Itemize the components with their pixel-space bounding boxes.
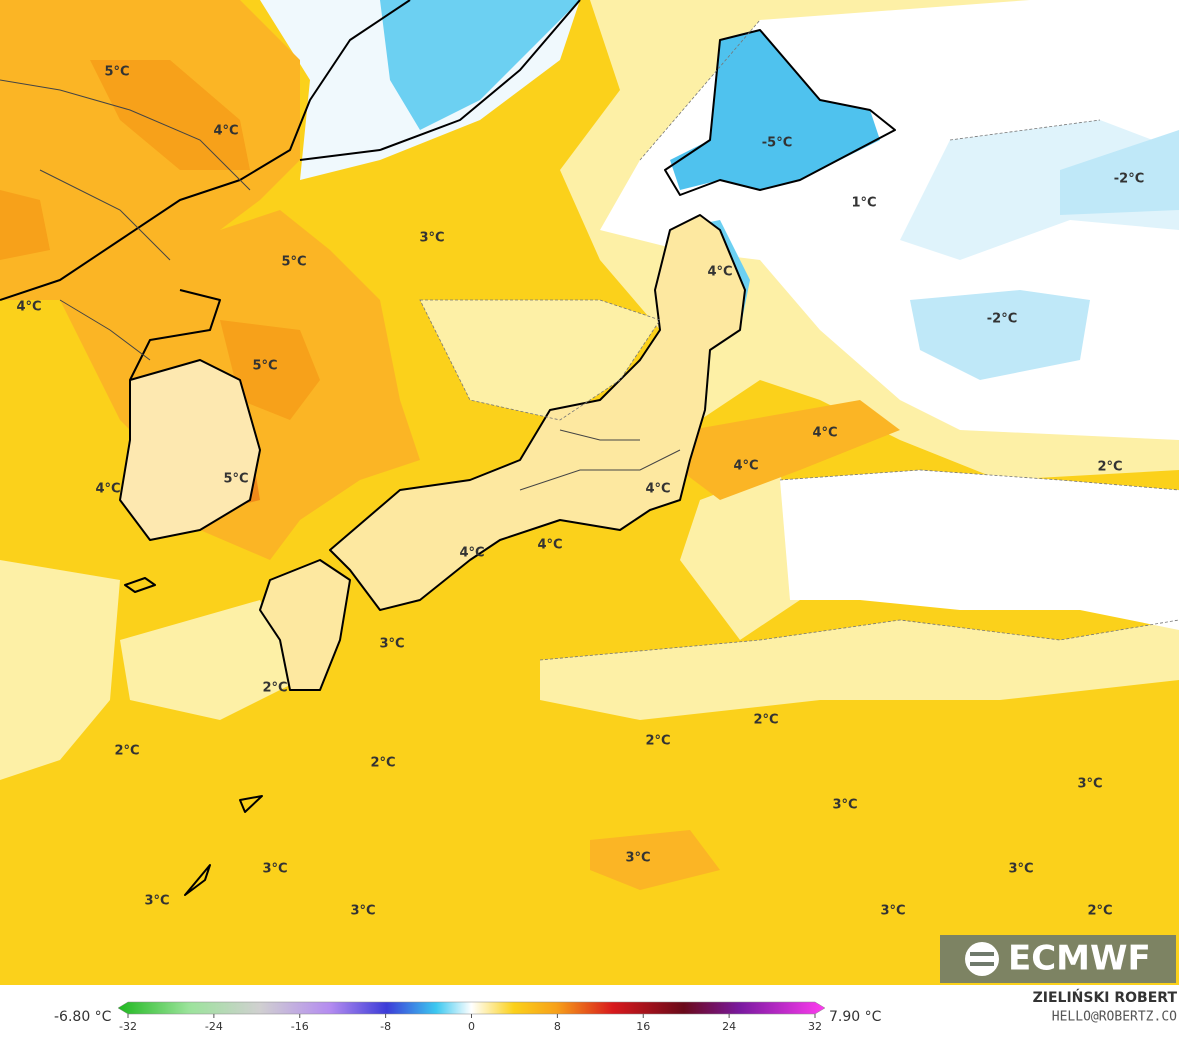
contour-label: 4°C	[16, 300, 41, 315]
honshu	[330, 215, 745, 610]
colorbar-tick-label: 32	[808, 1020, 822, 1033]
contour-label: 2°C	[114, 744, 139, 759]
contour-label: 5°C	[223, 472, 248, 487]
light-yellow	[0, 560, 120, 780]
colorbar-tick-label: -32	[119, 1020, 137, 1033]
isoline	[419, 19, 1179, 661]
contour-label: 5°C	[104, 65, 129, 80]
contour-label: 3°C	[880, 904, 905, 919]
warm-orange	[0, 0, 420, 560]
logo-text: ECMWF	[1008, 939, 1151, 979]
contour-label: 4°C	[95, 482, 120, 497]
contour-label: 3°C	[625, 851, 650, 866]
contour-label: 3°C	[1008, 862, 1033, 877]
coastline	[299, 0, 581, 161]
contour-label: -5°C	[762, 136, 792, 151]
contour-label: 2°C	[1097, 460, 1122, 475]
coastline	[119, 359, 261, 541]
contour-label: 3°C	[1077, 777, 1102, 792]
author: ZIELIŃSKI ROBERT	[1033, 988, 1178, 1006]
contour-label: 2°C	[262, 681, 287, 696]
map: 5°C 4°C 3°C 5°C 4°C 5°C -5°C 1°C -2°C 4°C -2°C 4°C 4…	[0, 0, 1179, 985]
max-label: 7.90 °C	[829, 1009, 882, 1025]
coastline	[664, 29, 896, 196]
contour-label: 3°C	[832, 798, 857, 813]
colorbar-tick-label: 8	[554, 1020, 561, 1033]
border	[0, 79, 681, 491]
warm-orange-dark	[0, 190, 50, 260]
contour-label: 4°C	[213, 124, 238, 139]
colorbar-tick-label: 16	[636, 1020, 650, 1033]
contour-label: 4°C	[537, 538, 562, 553]
colorbar-ramp	[117, 1001, 826, 1015]
colorbar-tick-label: -24	[205, 1020, 223, 1033]
colorbar: -6.80 °C 7.90 °C -32 -24 -16 -8 0 8 16 24 32	[54, 1001, 882, 1033]
kyushu	[260, 560, 350, 690]
contour-label: 4°C	[733, 459, 758, 474]
contour-label: 2°C	[1087, 904, 1112, 919]
contour-label: 3°C	[144, 894, 169, 909]
min-label: -6.80 °C	[54, 1009, 112, 1025]
contour-label: 1°C	[851, 196, 876, 211]
light-yellow	[680, 470, 800, 640]
cold-white	[780, 470, 1179, 630]
cold-blue-light	[910, 290, 1090, 380]
contour-label: 4°C	[812, 426, 837, 441]
contour-label: 2°C	[370, 756, 395, 771]
cold-blue	[670, 30, 880, 190]
contour-label: 2°C	[645, 734, 670, 749]
colorbar-tick-label: 24	[722, 1020, 736, 1033]
contour-label: 5°C	[252, 359, 277, 374]
coastline	[329, 214, 746, 611]
light-yellow	[420, 300, 660, 420]
contour-labels: 5°C 4°C 3°C 5°C 4°C 5°C -5°C 1°C -2°C 4°C -2°C 4°C 4…	[16, 65, 1144, 919]
contour-label: -2°C	[1114, 172, 1144, 187]
contour-label: 4°C	[707, 265, 732, 280]
contact: HELLO@ROBERTZ.CO	[1052, 1010, 1177, 1025]
contour-label: 2°C	[753, 713, 778, 728]
coastline	[259, 559, 351, 691]
colorbar-tick-label: 0	[468, 1020, 475, 1033]
contour-label: -2°C	[987, 312, 1017, 327]
contour-label: 4°C	[459, 546, 484, 561]
colorbar-tick-label: -16	[291, 1020, 309, 1033]
logo-icon	[965, 942, 999, 976]
warm-orange	[680, 400, 900, 500]
warm-orange-dark	[90, 60, 250, 170]
contour-label: 3°C	[262, 862, 287, 877]
korea	[120, 360, 260, 540]
light-yellow	[120, 600, 300, 720]
cold-blue-light	[1060, 130, 1179, 215]
coastline	[129, 289, 221, 381]
light-yellow	[540, 620, 1179, 720]
coastline	[124, 577, 263, 896]
warm-orange	[590, 830, 720, 890]
contour-label: 3°C	[419, 231, 444, 246]
contour-label: 3°C	[350, 904, 375, 919]
contour-label: 3°C	[379, 637, 404, 652]
colorbar-tick-label: -8	[380, 1020, 391, 1033]
contour-label: 4°C	[645, 482, 670, 497]
contour-label: 5°C	[281, 255, 306, 270]
cold-blue	[380, 0, 580, 130]
